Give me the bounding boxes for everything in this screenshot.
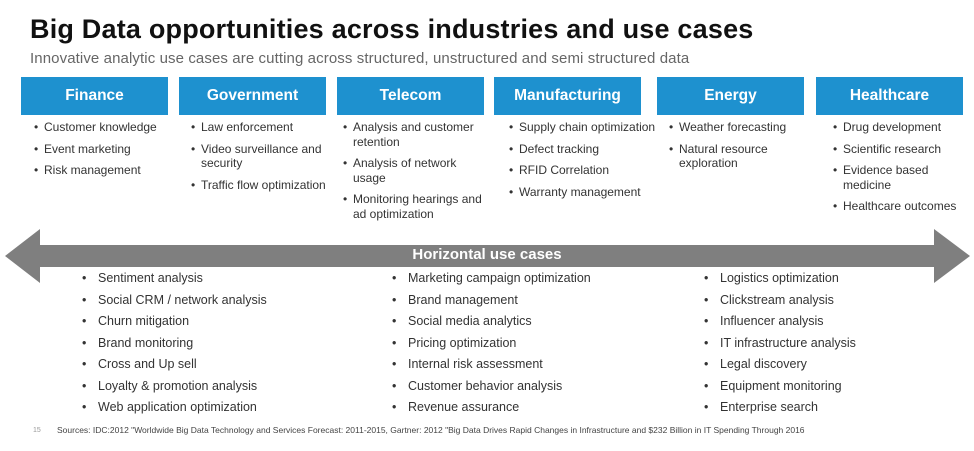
list-item: Drug development: [831, 120, 971, 135]
list-item: Social media analytics: [390, 314, 591, 329]
list-item: Scientific research: [831, 142, 971, 157]
horizontal-list-col-1: Sentiment analysis Social CRM / network …: [80, 271, 267, 422]
horizontal-list-col-3: Logistics optimization Clickstream analy…: [702, 271, 856, 422]
list-item: Logistics optimization: [702, 271, 856, 286]
slide-subtitle: Innovative analytic use cases are cuttin…: [30, 50, 690, 67]
industry-header-government: Government: [179, 77, 326, 115]
list-item: Analysis of network usage: [341, 156, 491, 185]
list-item: Internal risk assessment: [390, 357, 591, 372]
list-item: Enterprise search: [702, 400, 856, 415]
list-item: Sentiment analysis: [80, 271, 267, 286]
list-item: Risk management: [32, 163, 182, 178]
list-item: Healthcare outcomes: [831, 199, 971, 214]
industry-header-healthcare: Healthcare: [816, 77, 963, 115]
list-item: Churn mitigation: [80, 314, 267, 329]
industry-list-finance: Customer knowledge Event marketing Risk …: [32, 120, 182, 185]
list-item: Loyalty & promotion analysis: [80, 379, 267, 394]
list-item: Event marketing: [32, 142, 182, 157]
list-item: Social CRM / network analysis: [80, 293, 267, 308]
list-item: Pricing optimization: [390, 336, 591, 351]
list-item: Revenue assurance: [390, 400, 591, 415]
list-item: IT infrastructure analysis: [702, 336, 856, 351]
list-item: Web application optimization: [80, 400, 267, 415]
horizontal-list-col-2: Marketing campaign optimization Brand ma…: [390, 271, 591, 422]
list-item: Evidence based medicine: [831, 163, 971, 192]
list-item: Influencer analysis: [702, 314, 856, 329]
list-item: Video surveillance and security: [189, 142, 339, 171]
list-item: Weather forecasting: [667, 120, 817, 135]
industry-header-manufacturing: Manufacturing: [494, 77, 641, 115]
list-item: Monitoring hearings and ad optimization: [341, 192, 491, 221]
list-item: Customer knowledge: [32, 120, 182, 135]
industry-list-manufacturing: Supply chain optimization Defect trackin…: [507, 120, 657, 206]
industry-list-energy: Weather forecasting Natural resource exp…: [667, 120, 817, 178]
horizontal-use-cases-label: Horizontal use cases: [412, 246, 562, 263]
page-number: 15: [33, 427, 41, 434]
list-item: Customer behavior analysis: [390, 379, 591, 394]
slide-title: Big Data opportunities across industries…: [30, 14, 754, 44]
list-item: Marketing campaign optimization: [390, 271, 591, 286]
list-item: Natural resource exploration: [667, 142, 817, 171]
industry-header-energy: Energy: [657, 77, 804, 115]
industry-list-healthcare: Drug development Scientific research Evi…: [831, 120, 971, 221]
list-item: Law enforcement: [189, 120, 339, 135]
industry-list-government: Law enforcement Video surveillance and s…: [189, 120, 339, 199]
list-item: Warranty management: [507, 185, 657, 200]
industry-list-telecom: Analysis and customer retention Analysis…: [341, 120, 491, 228]
list-item: Legal discovery: [702, 357, 856, 372]
list-item: Defect tracking: [507, 142, 657, 157]
list-item: Cross and Up sell: [80, 357, 267, 372]
list-item: Brand monitoring: [80, 336, 267, 351]
sources-footnote: Sources: IDC:2012 "Worldwide Big Data Te…: [57, 425, 805, 435]
list-item: Analysis and customer retention: [341, 120, 491, 149]
list-item: Supply chain optimization: [507, 120, 657, 135]
list-item: Traffic flow optimization: [189, 178, 339, 193]
industry-header-finance: Finance: [21, 77, 168, 115]
industry-header-telecom: Telecom: [337, 77, 484, 115]
list-item: RFID Correlation: [507, 163, 657, 178]
list-item: Clickstream analysis: [702, 293, 856, 308]
list-item: Brand management: [390, 293, 591, 308]
horizontal-double-arrow: [5, 229, 970, 283]
list-item: Equipment monitoring: [702, 379, 856, 394]
